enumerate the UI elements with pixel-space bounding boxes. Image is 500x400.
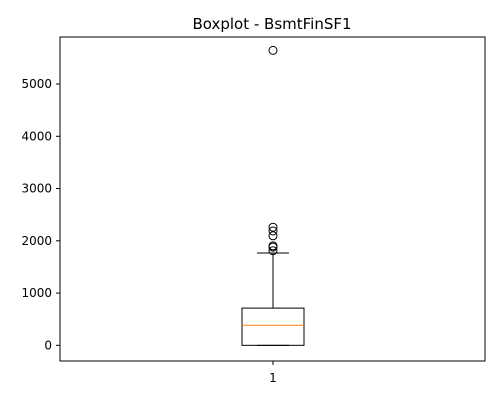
y-tick-label: 3000 xyxy=(21,182,52,196)
iqr-box xyxy=(241,307,305,346)
y-tick-label: 5000 xyxy=(21,77,52,91)
plot-area xyxy=(241,45,305,346)
y-axis: 0 1000 2000 3000 4000 5000 xyxy=(21,77,60,352)
outlier-point xyxy=(268,241,278,251)
x-axis: 1 xyxy=(269,361,277,385)
outlier-point xyxy=(268,222,278,232)
axes-frame xyxy=(59,36,486,362)
y-tick-label: 4000 xyxy=(21,129,52,143)
outlier-point xyxy=(268,226,278,236)
outlier-point xyxy=(268,45,278,55)
y-tick-label: 2000 xyxy=(21,234,52,248)
outlier-point xyxy=(268,231,278,241)
x-tick-label: 1 xyxy=(269,371,277,385)
outlier-point xyxy=(268,246,278,256)
y-tick-label: 0 xyxy=(44,338,52,352)
chart-title: Boxplot - BsmtFinSF1 xyxy=(192,15,351,33)
y-tick-label: 1000 xyxy=(21,286,52,300)
